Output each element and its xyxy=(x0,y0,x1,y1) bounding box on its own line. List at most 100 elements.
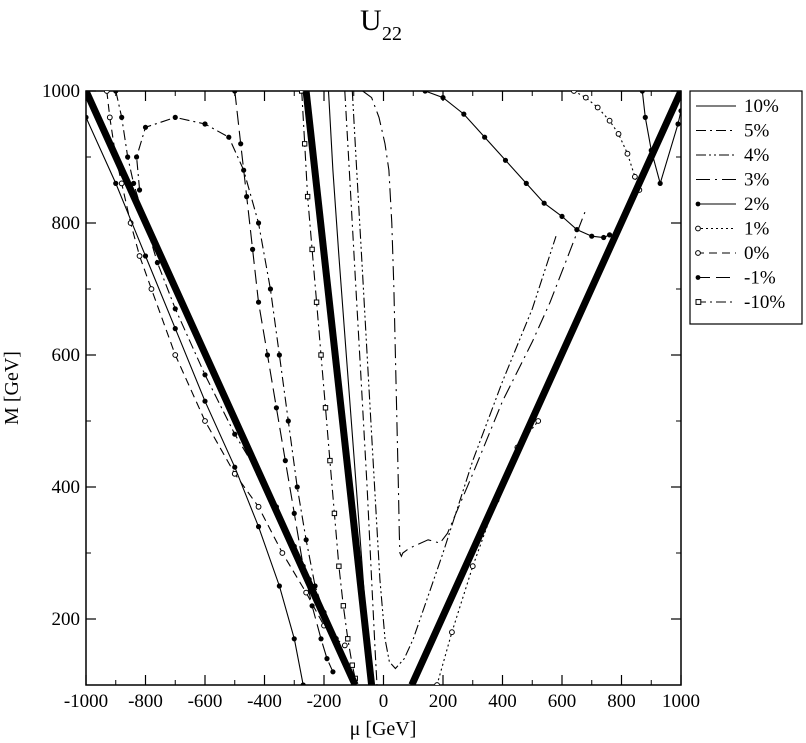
extra-curve-3-marker xyxy=(642,114,648,121)
x-tick-label: 400 xyxy=(488,691,517,712)
legend: 10% 5% 4% 3% 2% 1% 0% -1% -10% xyxy=(689,90,803,325)
extra-curve-2-marker xyxy=(226,134,232,140)
x-axis-title: μ [GeV] xyxy=(350,718,417,740)
y-tick-label: 1000 xyxy=(42,81,80,102)
series-4 xyxy=(422,91,613,241)
extra-curve-4-marker xyxy=(449,629,455,636)
series-8-marker xyxy=(336,563,342,569)
series-7-marker xyxy=(273,405,279,411)
series-6-line xyxy=(106,91,346,646)
extra-curve-0-marker xyxy=(291,636,297,642)
extra-curve-2-marker xyxy=(136,187,143,193)
x-axis-ticks: -1000 -800 -600 -400 -200 0 200 400 600 800 1000 xyxy=(64,91,700,712)
extra-curve-0-marker xyxy=(202,398,208,404)
extra-curve-0-marker xyxy=(172,325,178,332)
series-8-marker xyxy=(327,457,333,464)
legend-item: 5% xyxy=(696,121,770,142)
extra-curve-2 xyxy=(133,114,327,616)
extra-curve-4-marker xyxy=(535,418,542,424)
legend-item: -1% xyxy=(695,268,776,289)
series-7-marker xyxy=(282,457,288,464)
series-6-marker xyxy=(172,352,179,358)
series-5-marker xyxy=(582,94,589,101)
extra-curve-2-marker xyxy=(172,114,178,121)
extra-curve-2-marker xyxy=(202,121,208,127)
extra-curve-1-marker xyxy=(125,154,131,160)
extra-curve-3-marker xyxy=(678,108,681,114)
series-7-marker xyxy=(264,352,271,358)
y-tick-label: 600 xyxy=(52,345,81,366)
extra-curve-2-marker xyxy=(303,537,309,543)
extra-curve-2-marker xyxy=(267,286,274,292)
extra-curve-2-marker xyxy=(285,418,291,424)
legend-marker xyxy=(695,275,701,280)
boundary-line-2 xyxy=(408,91,681,685)
series-3-line xyxy=(362,91,587,558)
extra-curve-1-marker xyxy=(119,114,125,121)
series-4-marker xyxy=(422,91,428,94)
legend-item: 0% xyxy=(695,243,770,264)
x-tick-label: 600 xyxy=(548,691,577,712)
series-4-marker xyxy=(589,233,595,239)
extra-curve-3-marker xyxy=(675,121,681,127)
series-7-marker xyxy=(291,510,297,517)
series-8-marker xyxy=(340,603,347,609)
extra-curve-4-marker xyxy=(434,682,440,685)
extra-curve-3-marker xyxy=(639,91,645,94)
x-tick-label: -400 xyxy=(247,691,282,712)
series-5-marker xyxy=(631,173,638,180)
legend-label: 0% xyxy=(744,243,770,264)
series-6-marker xyxy=(303,589,310,596)
series-8-line xyxy=(301,91,356,679)
boundary-lines xyxy=(86,91,681,685)
series-7-marker xyxy=(309,603,315,609)
series-8-marker xyxy=(304,193,311,200)
series-2-line xyxy=(351,91,557,670)
series-8-marker xyxy=(313,299,320,305)
boundary-line-0 xyxy=(86,91,359,685)
x-tick-label: -800 xyxy=(128,691,163,712)
legend-label: 1% xyxy=(744,219,770,240)
series-7-marker xyxy=(238,141,244,147)
y-tick-label: 800 xyxy=(52,213,81,234)
series-8-marker xyxy=(322,405,329,411)
series-8-marker xyxy=(309,246,315,253)
series-7-marker xyxy=(324,655,330,662)
extra-curve-4-line xyxy=(436,420,539,685)
legend-item: 3% xyxy=(696,170,770,191)
series-1 xyxy=(344,91,378,685)
extra-curve-0-marker xyxy=(86,114,89,120)
extra-curve-2-marker xyxy=(241,167,247,173)
extra-curve-2-marker xyxy=(276,352,282,358)
extra-curve-0-marker xyxy=(276,583,282,589)
extra-curve-0-marker xyxy=(300,682,306,685)
series-5-marker xyxy=(606,117,613,124)
legend-label: -1% xyxy=(744,268,776,289)
extra-curve-4 xyxy=(434,418,542,685)
legend-item: 2% xyxy=(695,194,770,215)
x-tick-label: 1000 xyxy=(662,691,700,712)
y-axis-title: M [GeV] xyxy=(1,351,23,425)
extra-curve-2-line xyxy=(136,116,325,613)
series-6-marker xyxy=(255,503,262,510)
series-7-marker xyxy=(255,299,262,305)
series-5 xyxy=(571,91,643,193)
series-6-marker xyxy=(106,114,113,121)
series-4-marker xyxy=(601,234,607,241)
extra-curve-1-line xyxy=(115,91,310,580)
series-5-marker xyxy=(624,150,631,157)
series-4-marker xyxy=(461,111,467,117)
legend-marker xyxy=(695,201,701,207)
series-4-marker xyxy=(541,200,547,206)
series-1-line xyxy=(344,91,378,685)
y-tick-label: 400 xyxy=(52,477,81,498)
legend-item: 1% xyxy=(695,219,770,240)
series-7-marker xyxy=(244,194,250,200)
extra-curve-0-line xyxy=(86,117,304,685)
extra-curve-2-marker xyxy=(255,220,262,226)
extra-curve-0-marker xyxy=(142,253,149,259)
x-tick-label: 0 xyxy=(379,691,389,712)
series-7 xyxy=(232,91,336,675)
legend-box xyxy=(689,90,803,325)
extra-curve-1-marker xyxy=(202,372,208,378)
